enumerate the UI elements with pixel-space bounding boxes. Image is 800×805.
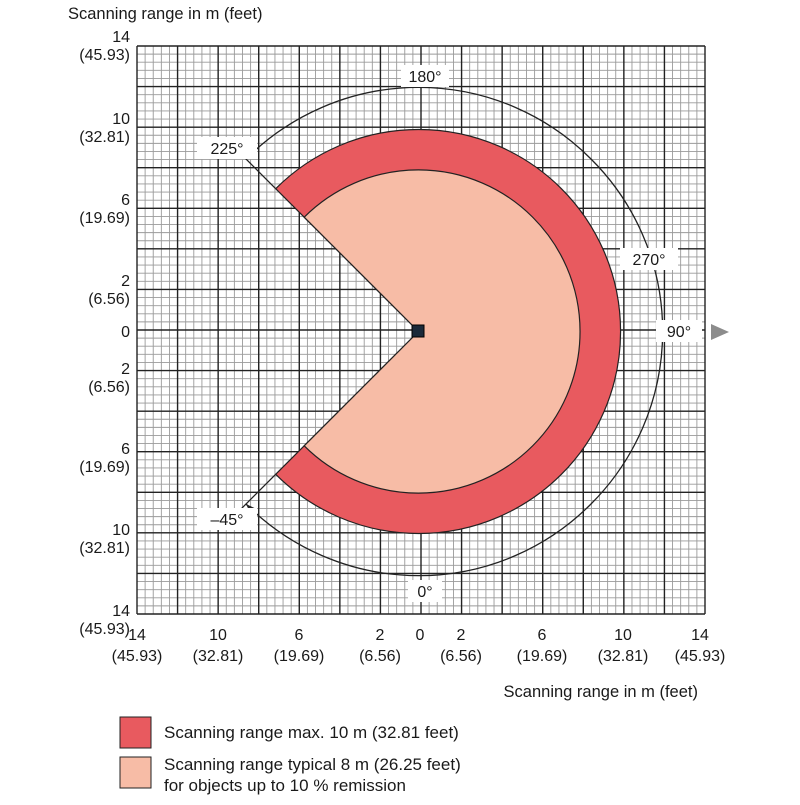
angle-label-0: 0°	[408, 580, 442, 602]
x-tick-sub: (19.69)	[517, 648, 568, 665]
x-tick-value: 10	[209, 627, 227, 644]
x-tick-value: 14	[128, 627, 146, 644]
y-tick-sub: (19.69)	[79, 459, 130, 476]
y-tick-sub: (6.56)	[88, 379, 130, 396]
y-tick-value: 0	[121, 324, 130, 341]
y-tick-sub: (19.69)	[79, 210, 130, 227]
y-tick-sub: (6.56)	[88, 291, 130, 308]
svg-text:90°: 90°	[667, 324, 691, 341]
typical-range-sector	[303, 169, 581, 494]
x-tick-sub: (6.56)	[440, 648, 482, 665]
svg-text:270°: 270°	[632, 252, 665, 269]
axis-label-top: Scanning range in m (feet)	[68, 5, 262, 23]
x-tick-sub: (32.81)	[598, 648, 649, 665]
angle-label-90: 90°	[656, 320, 702, 342]
legend-label-typical-1: Scanning range typical 8 m (26.25 feet)	[164, 755, 461, 774]
x-tick-sub: (45.93)	[112, 648, 163, 665]
x-tick-sub: (6.56)	[359, 648, 401, 665]
y-tick-value: 6	[121, 441, 130, 458]
legend: Scanning range max. 10 m (32.81 feet) Sc…	[119, 716, 461, 795]
sensor-icon	[411, 324, 425, 338]
y-tick-sub: (32.81)	[79, 129, 130, 146]
x-tick-sub: (45.93)	[675, 648, 726, 665]
angle-tick-225	[241, 154, 277, 190]
angle-label-180: 180°	[401, 65, 449, 87]
y-tick-sub: (45.93)	[79, 47, 130, 64]
svg-text:180°: 180°	[408, 69, 441, 86]
legend-label-typical-2: for objects up to 10 % remission	[164, 776, 406, 795]
y-tick-sub: (45.93)	[79, 621, 130, 638]
legend-swatch-max	[119, 716, 152, 749]
y-tick-value: 10	[112, 111, 130, 128]
y-axis-ticks: 14(45.93)10(32.81)6(19.69)2(6.56)02(6.56…	[79, 29, 130, 638]
x-tick-value: 2	[376, 627, 385, 644]
y-tick-value: 10	[112, 522, 130, 539]
x-axis-ticks: 14 (45.93) 10 (32.81) 6 (19.69) 2 (6.56) 0 2 (6.56…	[112, 627, 726, 665]
svg-text:225°: 225°	[210, 141, 243, 158]
x-tick-sub: (19.69)	[274, 648, 325, 665]
x-tick-value: 2	[457, 627, 466, 644]
axis-label-bottom: Scanning range in m (feet)	[504, 683, 698, 701]
y-tick-sub: (32.81)	[79, 540, 130, 557]
x-tick-value: 14	[691, 627, 709, 644]
x-tick-value: 6	[538, 627, 547, 644]
svg-text:–45°: –45°	[210, 512, 243, 529]
x-tick-value: 0	[416, 627, 425, 644]
y-tick-value: 2	[121, 361, 130, 378]
x-tick-value: 6	[295, 627, 304, 644]
y-tick-value: 2	[121, 273, 130, 290]
angle-tick-minus45	[241, 473, 277, 509]
angle-label-minus45: –45°	[197, 508, 257, 530]
legend-label-max: Scanning range max. 10 m (32.81 feet)	[164, 723, 459, 742]
direction-arrow-icon	[711, 324, 729, 340]
legend-swatch-typical	[119, 756, 152, 789]
scan-ranges	[274, 128, 622, 535]
y-tick-value: 6	[121, 192, 130, 209]
y-tick-value: 14	[112, 603, 130, 620]
x-tick-value: 10	[614, 627, 632, 644]
angle-label-225: 225°	[197, 137, 257, 159]
x-tick-sub: (32.81)	[193, 648, 244, 665]
angle-label-270: 270°	[620, 248, 678, 270]
svg-text:0°: 0°	[417, 584, 432, 601]
y-tick-value: 14	[112, 29, 130, 46]
